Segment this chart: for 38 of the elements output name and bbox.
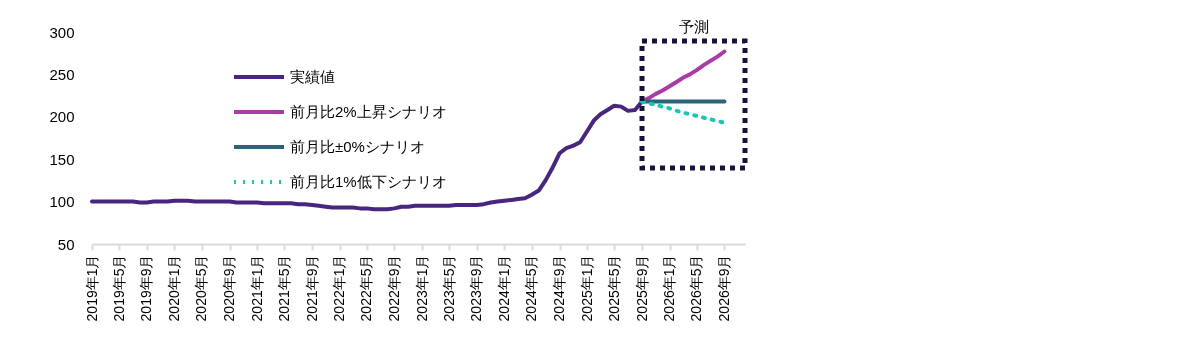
x-tick-label: 2021年5月 xyxy=(275,254,292,322)
x-tick-label: 2024年9月 xyxy=(551,254,568,322)
x-tick-label: 2023年5月 xyxy=(440,254,457,322)
x-tick-label: 2024年5月 xyxy=(523,254,540,322)
legend-label: 前月比2%上昇シナリオ xyxy=(290,103,447,120)
x-tick-label: 2022年9月 xyxy=(385,254,402,322)
legend-label: 実績値 xyxy=(290,68,335,85)
line-series xyxy=(640,49,727,104)
y-tick-label: 50 xyxy=(57,235,75,253)
x-tick-label: 2019年1月 xyxy=(83,254,100,322)
x-tick-label: 2021年9月 xyxy=(303,254,320,322)
y-tick-label: 250 xyxy=(49,65,75,83)
y-tick-label: 150 xyxy=(49,150,75,168)
line-series xyxy=(90,99,644,212)
x-tick-label: 2020年5月 xyxy=(193,254,210,322)
legend-label: 前月比1%低下シナリオ xyxy=(290,173,447,190)
line-series xyxy=(640,99,727,125)
y-tick-label: 300 xyxy=(49,23,75,41)
x-tick-label: 2024年1月 xyxy=(495,254,512,322)
x-tick-label: 2026年1月 xyxy=(661,254,678,322)
x-tick-label: 2026年9月 xyxy=(715,254,732,322)
x-tick-label: 2020年9月 xyxy=(221,254,238,322)
x-tick-label: 2026年5月 xyxy=(688,254,705,322)
x-tick-label: 2020年1月 xyxy=(165,254,182,322)
y-tick-label: 100 xyxy=(49,193,75,211)
x-tick-label: 2023年1月 xyxy=(413,254,430,322)
x-tick-label: 2023年9月 xyxy=(468,254,485,322)
x-tick-label: 2022年1月 xyxy=(331,254,348,322)
x-tick-label: 2022年5月 xyxy=(358,254,375,322)
legend-label: 前月比±0%シナリオ xyxy=(290,138,425,155)
x-tick-label: 2019年5月 xyxy=(110,254,127,322)
x-tick-label: 2019年9月 xyxy=(138,254,155,322)
annotation: 予測 xyxy=(678,18,709,35)
x-tick-label: 2025年1月 xyxy=(578,254,595,322)
y-tick-label: 200 xyxy=(49,108,75,126)
x-tick-label: 2025年5月 xyxy=(605,254,622,322)
x-tick-label: 2021年1月 xyxy=(248,254,265,322)
x-tick-label: 2025年9月 xyxy=(633,254,650,322)
